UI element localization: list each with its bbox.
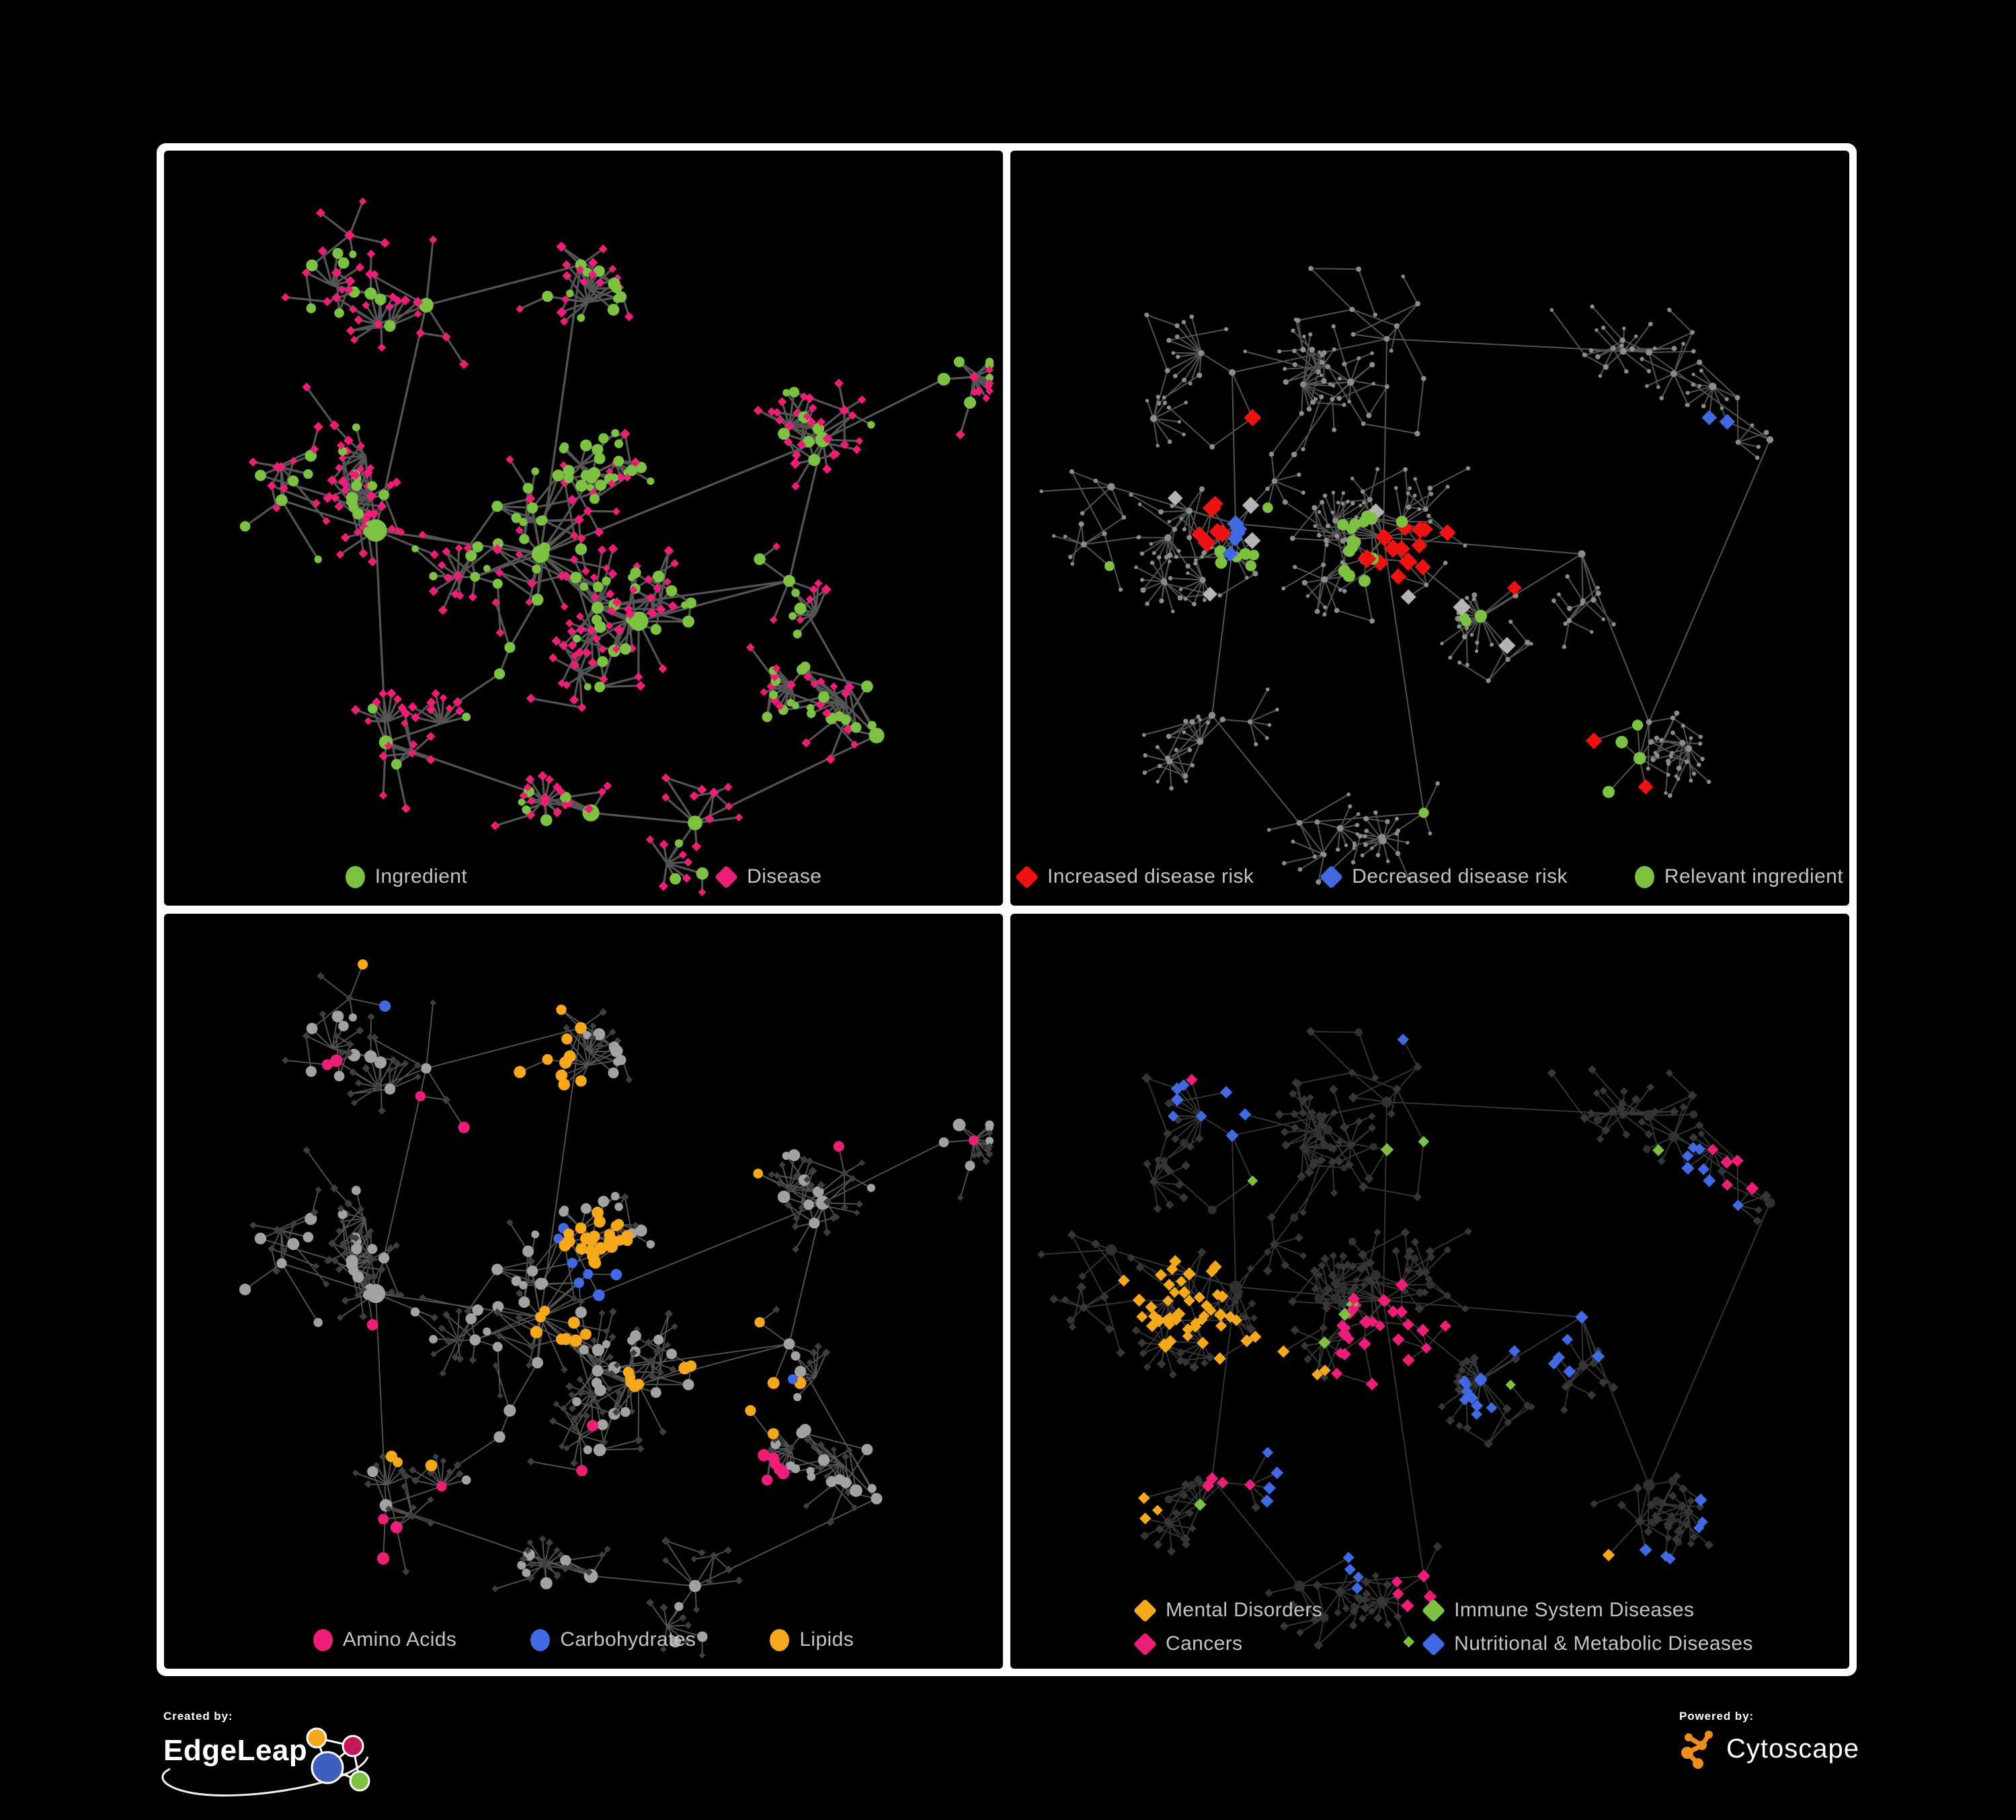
legend-label: Mental Disorders [1166,1599,1323,1621]
legend-label: Cancers [1166,1632,1243,1655]
edgeleap-logo-text: EdgeLeap [163,1734,308,1767]
legend-item-amino-acids: Amino Acids [313,1628,456,1651]
network-graph-ingredient-disease [239,197,994,896]
powered-by-label: Powered by: [1679,1710,1754,1723]
diamond-icon-red [1014,865,1039,889]
legend-disease-risk: Increased disease risk Decreased disease … [1010,865,1849,889]
cytoscape-credit: Powered by: Cytoscape [1679,1710,1859,1770]
diamond-icon-orange [1133,1598,1158,1622]
legend-label: Disease [747,865,822,887]
diamond-icon-pink [714,865,739,889]
legend-label: Relevant ingredient [1664,865,1843,887]
diamond-icon-blue [1320,865,1344,889]
edgeleap-swoosh-icon [161,1756,369,1796]
legend-item-lipids: Lipids [770,1628,854,1651]
legend-label: Nutritional & Metabolic Diseases [1454,1632,1753,1655]
diamond-icon-blue [1421,1632,1446,1656]
legend-label: Decreased disease risk [1352,865,1568,887]
edgeleap-logo-icon [306,1727,370,1792]
legend-label: Immune System Diseases [1454,1599,1695,1621]
circle-icon-green [1634,865,1654,888]
legend-item-increased-disease-risk: Increased disease risk [1014,865,1254,889]
circle-icon-blue [530,1628,551,1651]
legend-label: Amino Acids [342,1628,457,1651]
legend-nutrient-classes: Amino Acids Carbohydrates Lipids [164,1628,1003,1651]
legend-item-relevant-ingredient: Relevant ingredient [1634,865,1843,888]
diamond-icon-green [1421,1598,1446,1622]
diamond-icon-pink [1133,1632,1158,1656]
created-by-label: Created by: [163,1710,233,1723]
circle-icon-green [345,865,365,888]
legend-item-nutritional-metabolic-diseases: Nutritional & Metabolic Diseases [1421,1632,1753,1656]
legend-label: Lipids [799,1628,854,1651]
legend-label: Carbohydrates [560,1628,696,1651]
network-graph-disease-categories [1037,1027,1775,1651]
cytoscape-logo: Cytoscape [1679,1727,1859,1770]
circle-icon-pink [313,1628,333,1651]
legend-disease-categories: Mental Disorders Immune System Diseases Ca… [1133,1598,1753,1656]
legend-ingredient-disease: Ingredient Disease [164,865,1003,889]
panel-disease-risk: Increased disease risk Decreased disease … [1010,151,1849,906]
legend-item-immune-system-diseases: Immune System Diseases [1421,1598,1753,1622]
legend-label: Increased disease risk [1047,865,1254,887]
network-graph-nutrient-classes [239,959,994,1659]
legend-item-disease: Disease [714,865,822,889]
legend-item-ingredient: Ingredient [345,865,468,888]
edgeleap-logo: EdgeLeap [161,1727,513,1796]
cytoscape-logo-icon [1681,1731,1713,1769]
cytoscape-logo-text: Cytoscape [1726,1733,1859,1764]
legend-item-cancers: Cancers [1133,1632,1322,1656]
panel-grid: Ingredient Disease Increased disease risk… [157,143,1857,1676]
footer: Created by: EdgeLeap [0,1676,2016,1820]
panel-ingredient-disease: Ingredient Disease [164,151,1003,906]
legend-label: Ingredient [374,865,468,887]
panel-nutrient-classes: Amino Acids Carbohydrates Lipids [164,914,1003,1669]
panel-disease-categories: Mental Disorders Immune System Diseases Ca… [1010,914,1849,1669]
edgeleap-credit: Created by: EdgeLeap [161,1710,513,1796]
circle-icon-orange [770,1628,790,1651]
legend-item-decreased-disease-risk: Decreased disease risk [1320,865,1568,889]
legend-item-mental-disorders: Mental Disorders [1133,1598,1323,1622]
network-graph-disease-risk [1039,266,1774,885]
legend-item-carbohydrates: Carbohydrates [530,1628,696,1651]
